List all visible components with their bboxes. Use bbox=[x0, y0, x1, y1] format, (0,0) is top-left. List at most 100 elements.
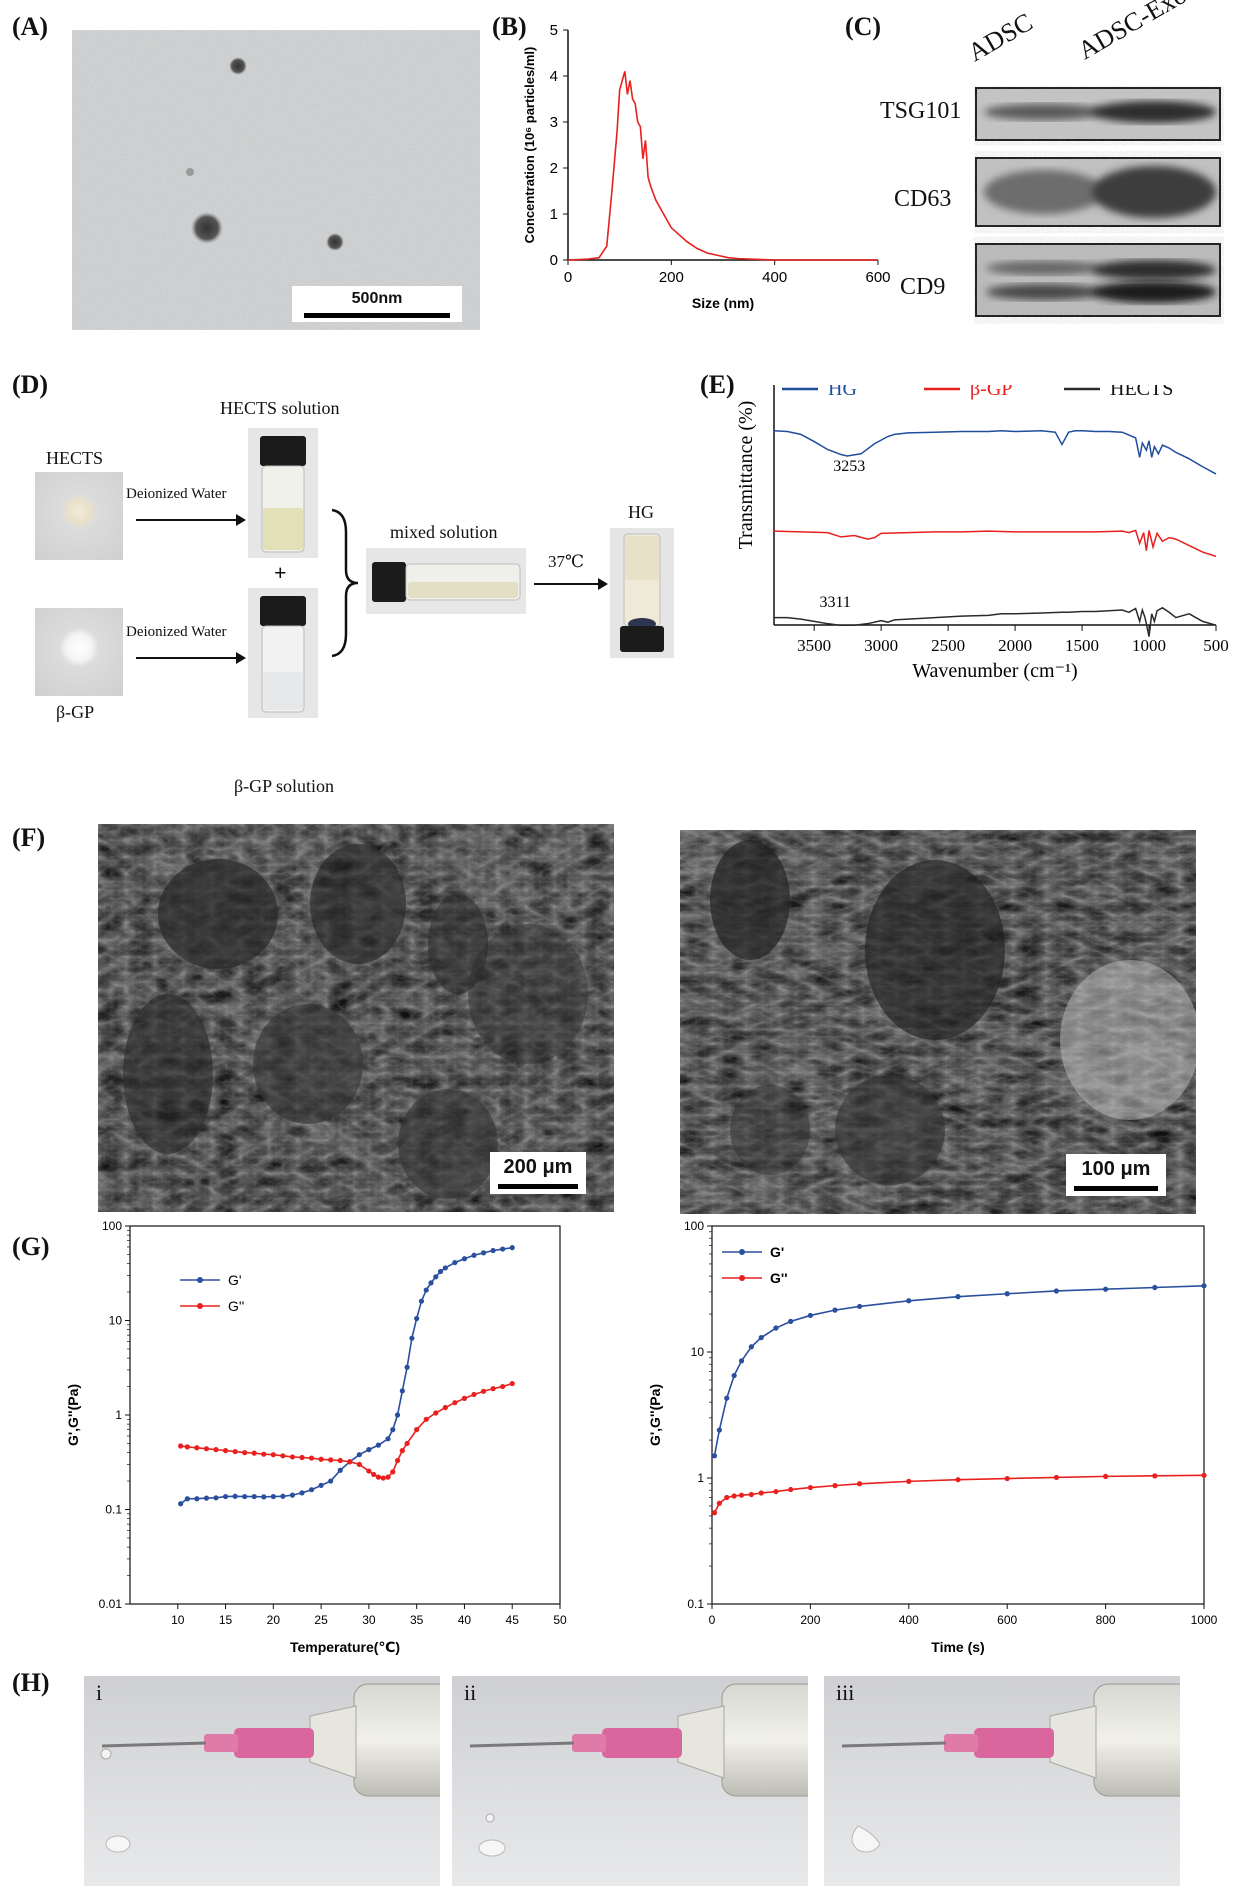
data-point bbox=[414, 1315, 420, 1322]
hects-solution-label: HECTS solution bbox=[220, 398, 340, 418]
data-point bbox=[356, 1452, 362, 1458]
y-axis-label: Concentration (10⁶ particles/ml) bbox=[522, 47, 537, 244]
data-point bbox=[857, 1303, 863, 1310]
blot-column-adsc-exo: ADSC-Exo bbox=[1073, 0, 1192, 66]
legend-marker bbox=[739, 1249, 745, 1255]
y-tick-label: 5 bbox=[550, 22, 558, 39]
data-point bbox=[318, 1482, 324, 1488]
data-point bbox=[222, 1493, 229, 1500]
y-axis-label: Transmittance (%) bbox=[735, 401, 757, 550]
x-tick-label: 600 bbox=[997, 1613, 1017, 1627]
data-point bbox=[289, 1454, 296, 1460]
data-point bbox=[423, 1287, 429, 1293]
data-point bbox=[832, 1483, 838, 1489]
sem-image-right: 100 μm bbox=[680, 830, 1196, 1214]
hg-gel-vial bbox=[610, 528, 674, 658]
blot-bands bbox=[975, 87, 1221, 317]
injection-photo-iii bbox=[824, 1676, 1180, 1886]
data-point bbox=[347, 1459, 353, 1465]
x-tick-label: 600 bbox=[865, 269, 890, 286]
data-point bbox=[390, 1427, 396, 1433]
data-point bbox=[184, 1444, 190, 1450]
panel-label-b: (B) bbox=[492, 12, 527, 41]
data-point bbox=[1152, 1473, 1158, 1479]
y-tick-label: 1 bbox=[550, 206, 558, 223]
data-point bbox=[807, 1312, 813, 1319]
x-tick-label: 2500 bbox=[931, 636, 965, 655]
series-line bbox=[713, 1285, 1205, 1456]
water-label-1: Deionized Water bbox=[126, 486, 227, 502]
data-point bbox=[731, 1493, 737, 1499]
y-axis-label: G',G''(Pa) bbox=[65, 1384, 81, 1446]
legend-marker bbox=[739, 1275, 745, 1281]
x-tick-label: 45 bbox=[506, 1613, 520, 1627]
blot-column-adsc: ADSC bbox=[963, 7, 1038, 68]
data-point bbox=[748, 1491, 754, 1498]
ftir-chart: 3500 3000 2500 2000 1500 1000 500 HG β-GP HECTS 32… bbox=[735, 385, 1229, 682]
western-blot: ADSC ADSC-Exo TSG101 CD63 CD9 bbox=[870, 0, 1230, 330]
x-tick-label: 400 bbox=[899, 1613, 919, 1627]
data-point bbox=[480, 1388, 487, 1394]
data-point bbox=[433, 1410, 439, 1416]
data-point bbox=[280, 1453, 286, 1459]
data-point bbox=[385, 1474, 391, 1480]
injection-photo-i bbox=[84, 1676, 440, 1886]
data-point bbox=[1004, 1291, 1010, 1297]
data-point bbox=[242, 1493, 248, 1500]
panel-label-f: (F) bbox=[12, 823, 46, 852]
y-tick-label: 100 bbox=[102, 1219, 122, 1233]
panel-label-h: (H) bbox=[12, 1668, 50, 1697]
legend-label: HG bbox=[828, 385, 857, 400]
rheology-temperature-chart: 0.01 0.1 1 10 100 10 15 20 25 30 35 40 45 50 G' G'' Temp… bbox=[65, 1219, 567, 1655]
sem-image-left: 200 μm bbox=[98, 824, 614, 1212]
data-point bbox=[955, 1294, 961, 1300]
data-point bbox=[242, 1450, 248, 1456]
data-point bbox=[1103, 1286, 1109, 1292]
data-point bbox=[716, 1427, 722, 1433]
series-line bbox=[567, 71, 878, 261]
bgp-solution-label: β-GP solution bbox=[234, 776, 335, 796]
brace bbox=[331, 508, 359, 658]
data-point bbox=[399, 1388, 405, 1394]
data-point bbox=[371, 1471, 377, 1478]
hects-solution-vial bbox=[248, 428, 318, 558]
data-point bbox=[738, 1358, 745, 1364]
data-point bbox=[404, 1440, 410, 1447]
legend-label: HECTS bbox=[1110, 385, 1173, 400]
data-point bbox=[203, 1495, 210, 1501]
data-point bbox=[213, 1495, 219, 1501]
x-tick-label: 1000 bbox=[1191, 1613, 1218, 1627]
data-point bbox=[711, 1453, 718, 1459]
data-point bbox=[461, 1395, 468, 1401]
y-axis-label: G',G''(Pa) bbox=[650, 1384, 663, 1446]
data-point bbox=[213, 1447, 219, 1453]
x-tick-label: 30 bbox=[362, 1613, 376, 1627]
data-point bbox=[758, 1335, 764, 1341]
data-point bbox=[399, 1448, 405, 1454]
data-point bbox=[1103, 1473, 1109, 1479]
data-point bbox=[452, 1259, 458, 1266]
data-point bbox=[178, 1501, 184, 1507]
x-tick-label: 50 bbox=[553, 1613, 567, 1627]
data-point bbox=[437, 1268, 444, 1275]
tem-texture bbox=[72, 30, 480, 330]
data-point bbox=[906, 1478, 912, 1484]
legend-label: G' bbox=[228, 1272, 242, 1288]
data-point bbox=[356, 1461, 362, 1468]
x-tick-label: 40 bbox=[458, 1613, 472, 1627]
photo-label-i: i bbox=[96, 1680, 103, 1705]
data-point bbox=[222, 1448, 229, 1454]
data-point bbox=[394, 1412, 401, 1418]
data-point bbox=[404, 1364, 410, 1370]
y-tick-label: 0.1 bbox=[687, 1597, 704, 1611]
data-point bbox=[178, 1443, 184, 1449]
data-point bbox=[433, 1274, 439, 1280]
sem-right-scale-label: 100 μm bbox=[1081, 1158, 1151, 1180]
data-point bbox=[1053, 1474, 1059, 1481]
y-tick-label: 10 bbox=[109, 1314, 123, 1328]
y-tick-label: 2 bbox=[550, 160, 558, 177]
y-tick-label: 0 bbox=[550, 252, 558, 269]
panel-label-d: (D) bbox=[12, 370, 49, 399]
data-point bbox=[337, 1457, 343, 1464]
